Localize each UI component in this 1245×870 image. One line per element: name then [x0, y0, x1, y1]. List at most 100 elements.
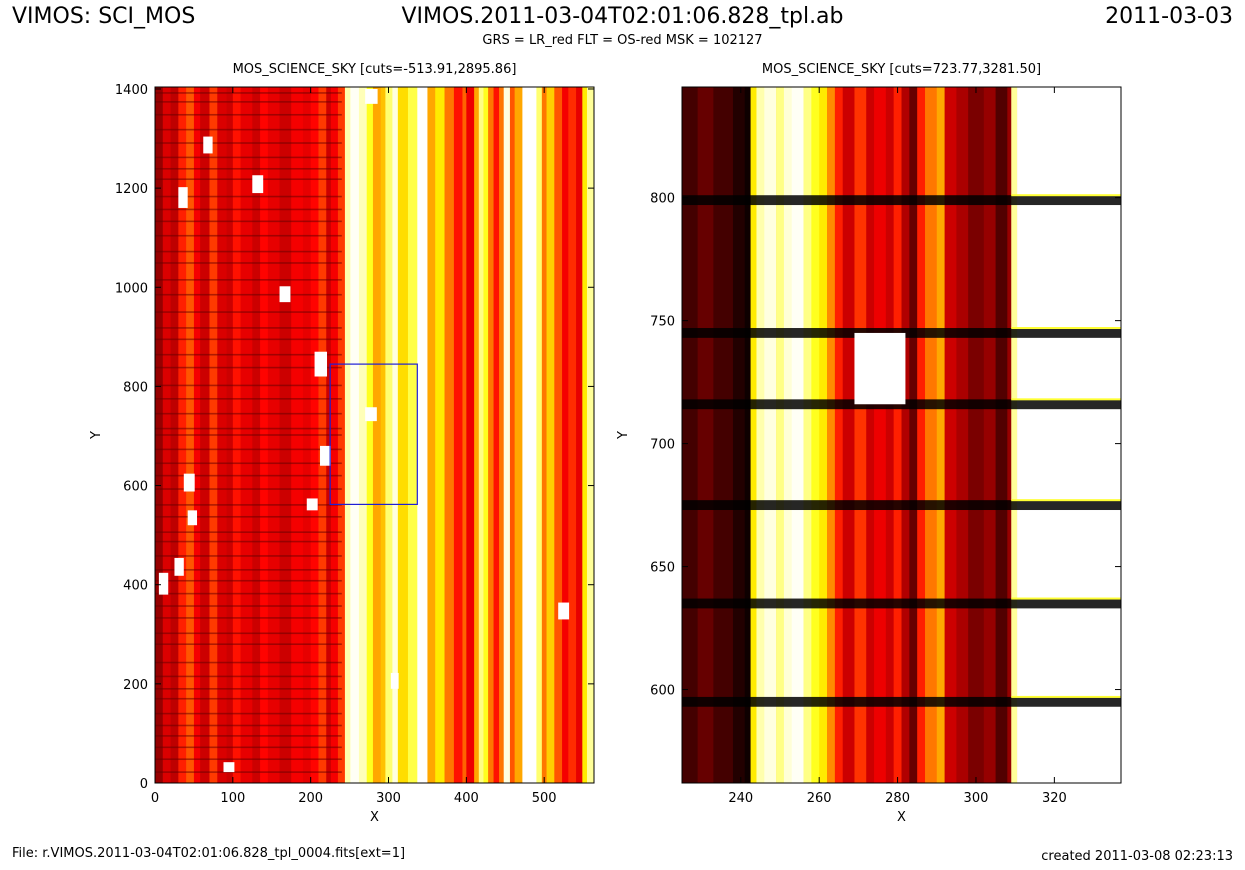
- panel-2-slit-edge-sky: [1011, 597, 1121, 600]
- panel-1-slit-edge: [155, 688, 342, 690]
- panel-2-column-band: [732, 87, 746, 783]
- panel-2-column-band: [909, 87, 918, 783]
- panel-1-column-band: [397, 87, 409, 783]
- panel-2-column-band: [983, 87, 996, 783]
- panel-2-column-band: [885, 87, 894, 783]
- panel-1-x-tick-label: 400: [454, 791, 479, 806]
- panel-1-slit-edge: [155, 675, 342, 678]
- panel-1-column-band: [435, 87, 445, 783]
- panel-2-column-band: [925, 87, 938, 783]
- panel-1-slit-edge: [155, 101, 342, 103]
- panel-1-slit-edge: [155, 758, 342, 761]
- created-timestamp: created 2011-03-08 02:23:13: [1041, 849, 1233, 864]
- panel-2-y-axis-label: Y: [616, 431, 631, 440]
- panel-2-x-tick-label: 260: [807, 791, 832, 806]
- panel-1-slit-edge: [155, 661, 342, 664]
- panel-1-slit-edge: [155, 735, 342, 737]
- panel-1-slit-edge: [155, 632, 342, 635]
- panel-1-bright-spot: [158, 572, 169, 595]
- panel-1-column-band: [568, 87, 577, 783]
- panel-1-column-band: [499, 87, 505, 783]
- panel-1-slit-edge: [155, 771, 342, 773]
- panel-1-x-tick-label: 200: [298, 791, 323, 806]
- panel-2-column-band: [866, 87, 875, 783]
- panel-1-slit-edge: [155, 434, 342, 436]
- panel-1-bright-spot: [187, 510, 198, 526]
- panel-2-y-tick-label: 750: [650, 315, 675, 330]
- panel-2-column-band: [811, 87, 820, 783]
- panel-2-x-tick-label: 300: [964, 791, 989, 806]
- panel-2-column-band: [842, 87, 855, 783]
- panel-1-column-band: [541, 87, 547, 783]
- panel-2-y-tick-label: 700: [650, 438, 675, 453]
- panel-1-slit-edge: [155, 617, 342, 619]
- panel-1-slit-edge: [155, 279, 342, 281]
- panel-1-y-tick-label: 600: [123, 480, 148, 495]
- panel-1-slit-edge: [155, 515, 342, 518]
- panel-1-column-band: [586, 87, 594, 783]
- panel-1-title: MOS_SCIENCE_SKY [cuts=-513.91,2895.86]: [233, 62, 517, 77]
- panel-1-column-band: [466, 87, 475, 783]
- panel-2-bright-spot: [854, 332, 906, 405]
- panel-1-bright-spot: [203, 136, 213, 154]
- panel-1-slit-edge: [155, 128, 342, 131]
- file-title: VIMOS.2011-03-04T02:01:06.828_tpl.ab: [401, 4, 844, 29]
- panel-1-bright-spot: [223, 762, 235, 773]
- panel-1-bright-spot: [279, 286, 291, 303]
- panel-1-slit-edge: [155, 293, 342, 296]
- panel-2-heatmap: [682, 87, 1121, 783]
- panel-2-column-band: [783, 87, 793, 783]
- panel-1-slit-edge: [155, 208, 342, 211]
- panel-1-slit-edge: [155, 142, 342, 144]
- panel-1-slit-edge: [155, 488, 342, 490]
- panel-1-y-tick-label: 200: [123, 678, 148, 693]
- panel-1-column-band: [582, 87, 588, 783]
- panel-2-slit-edge-sky: [1011, 327, 1121, 330]
- panel-1-bright-spot: [183, 473, 195, 492]
- panel-1-bright-spot: [558, 602, 570, 620]
- panel-1-bright-spot: [320, 445, 331, 466]
- panel-2-column-band: [827, 87, 836, 783]
- panel-2-y-tick-label: 600: [650, 684, 675, 699]
- panel-1-slit-edge: [155, 643, 342, 645]
- panel-2-x-axis-label: X: [897, 810, 906, 825]
- panel-2-y-tick-label: 650: [650, 561, 675, 576]
- panel-2-column-band: [764, 87, 777, 783]
- panel-1-slit-edge: [155, 540, 342, 543]
- panel-1-bright-spot: [314, 351, 328, 377]
- panel-1-x-tick-label: 0: [151, 791, 159, 806]
- panel-1-slit-edge: [155, 592, 342, 595]
- panel-1-column-band: [444, 87, 455, 783]
- app-title: VIMOS: SCI_MOS: [12, 4, 196, 29]
- panel-2-column-band: [834, 87, 844, 783]
- panel-1-column-band: [514, 87, 523, 783]
- panel-2-column-band: [756, 87, 765, 783]
- panel-1-slit-edge: [155, 92, 342, 94]
- panel-1-slit-edge: [155, 504, 342, 506]
- panel-2-column-band: [936, 87, 945, 783]
- panel-1-slit-edge: [155, 338, 342, 341]
- panel-2-slit-edge-sky: [1011, 499, 1121, 502]
- panel-1-column-band: [392, 87, 399, 783]
- panel-1-y-tick-label: 1200: [115, 182, 148, 197]
- panel-2-x-tick-label: 320: [1042, 791, 1067, 806]
- panel-1-bright-spot: [178, 187, 188, 208]
- panel-2-column-band: [917, 87, 926, 783]
- panel-1-y-tick-label: 1400: [115, 83, 148, 98]
- panel-1-y-tick-label: 0: [140, 777, 148, 792]
- panel-1-y-tick-label: 800: [123, 380, 148, 395]
- panel-1-zoom-box: [329, 363, 418, 506]
- panel-2-slit-edge-sky: [1011, 695, 1121, 698]
- panel-2-column-band: [944, 87, 957, 783]
- panel-1-slit-edge: [155, 462, 342, 465]
- panel-1-column-band: [385, 87, 393, 783]
- panel-1-slit-edge: [155, 156, 342, 159]
- panel-1-y-axis-label: Y: [89, 431, 104, 440]
- panel-1-column-band: [509, 87, 515, 783]
- panel-1-slit-edge: [155, 398, 342, 400]
- panel-1-slit-edge: [155, 353, 342, 356]
- panel-2-slit-edge: [682, 195, 1121, 206]
- panel-1-slit-edge: [155, 234, 342, 237]
- panel-1-column-band: [417, 87, 428, 783]
- panel-2-title: MOS_SCIENCE_SKY [cuts=723.77,3281.50]: [762, 62, 1041, 77]
